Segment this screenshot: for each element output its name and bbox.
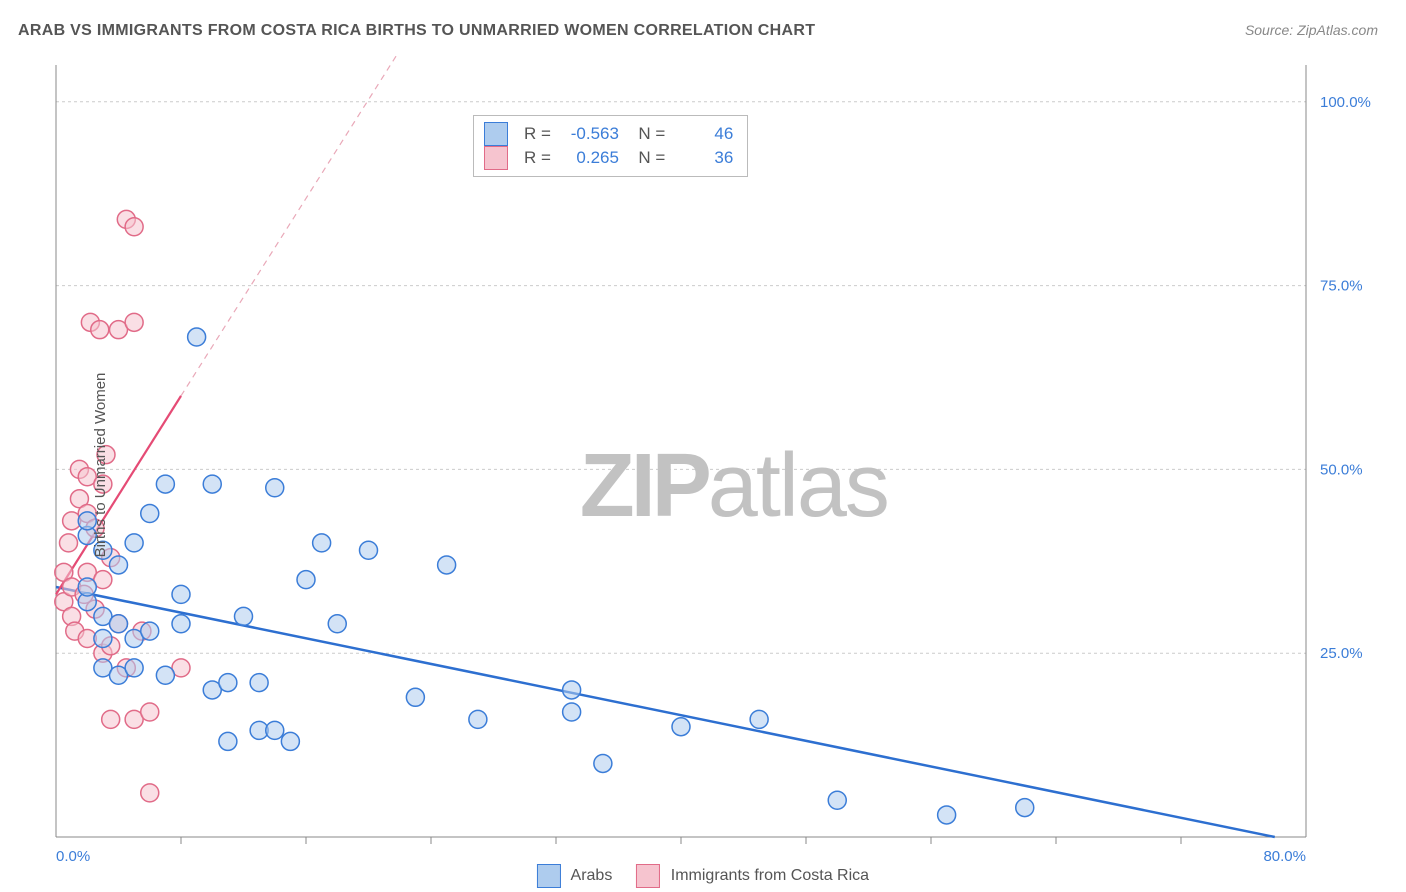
legend-label-arabs: Arabs [571, 867, 613, 884]
legend-label-cr: Immigrants from Costa Rica [671, 867, 869, 884]
bottom-legend: Arabs Immigrants from Costa Rica [537, 864, 869, 888]
svg-text:100.0%: 100.0% [1320, 94, 1371, 111]
corr-row-arabs: R = -0.563 N = 46 [484, 122, 733, 146]
swatch-pink-icon [636, 864, 660, 888]
svg-text:75.0%: 75.0% [1320, 278, 1363, 295]
chart-container: Births to Unmarried Women ZIPatlas 25.0%… [18, 55, 1388, 875]
swatch-pink-icon [484, 146, 508, 170]
svg-text:50.0%: 50.0% [1320, 461, 1363, 478]
n-label: N = [629, 122, 665, 146]
n-value-arabs: 46 [675, 122, 733, 146]
chart-title: ARAB VS IMMIGRANTS FROM COSTA RICA BIRTH… [18, 22, 815, 40]
n-value-cr: 36 [675, 146, 733, 170]
r-label: R = [524, 146, 551, 170]
y-axis-label: Births to Unmarried Women [92, 373, 109, 558]
n-label: N = [629, 146, 665, 170]
r-value-arabs: -0.563 [561, 122, 619, 146]
scatter-chart: 25.0% 50.0% 75.0% 100.0% 0.0% 80.0% [18, 55, 1388, 875]
swatch-blue-icon [484, 122, 508, 146]
legend-item-cr: Immigrants from Costa Rica [636, 864, 869, 888]
swatch-blue-icon [537, 864, 561, 888]
source-attribution: Source: ZipAtlas.com [1245, 22, 1378, 38]
svg-text:25.0%: 25.0% [1320, 645, 1363, 662]
svg-text:80.0%: 80.0% [1263, 848, 1306, 865]
corr-row-cr: R = 0.265 N = 36 [484, 146, 733, 170]
legend-item-arabs: Arabs [537, 864, 612, 888]
correlation-legend: R = -0.563 N = 46 R = 0.265 N = 36 [473, 115, 748, 177]
r-value-cr: 0.265 [561, 146, 619, 170]
r-label: R = [524, 122, 551, 146]
svg-text:0.0%: 0.0% [56, 848, 90, 865]
